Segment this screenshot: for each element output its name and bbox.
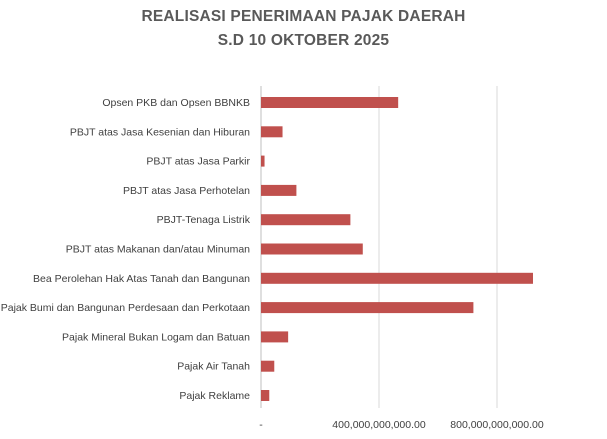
- chart-title-line1: REALISASI PENERIMAAN PAJAK DAERAH: [141, 8, 466, 25]
- bar: [261, 360, 275, 372]
- bar: [261, 184, 297, 196]
- category-label: Pajak Reklame: [179, 390, 250, 402]
- bar: [261, 331, 289, 343]
- bar: [261, 97, 399, 108]
- category-label: PBJT atas Jasa Perhotelan: [123, 185, 250, 197]
- x-tick-label: 400,000,000,000.00: [332, 419, 426, 431]
- chart-title-line2: S.D 10 OKTOBER 2025: [217, 32, 390, 49]
- bar: [261, 243, 363, 255]
- category-label: Pajak Bumi dan Bangunan Perdesaan dan Pe…: [1, 302, 250, 314]
- category-label: PBJT-Tenaga Listrik: [157, 214, 251, 226]
- x-tick-label: -: [259, 419, 263, 431]
- category-label: PBJT atas Jasa Kesenian dan Hiburan: [70, 126, 250, 138]
- category-label: Bea Perolehan Hak Atas Tanah dan Banguna…: [33, 273, 250, 285]
- x-tick-label: 800,000,000,000.00: [450, 419, 544, 431]
- category-label: Pajak Air Tanah: [177, 361, 250, 373]
- bar: [261, 390, 270, 401]
- bar: [261, 272, 533, 284]
- bar: [261, 126, 283, 138]
- bar: [261, 155, 265, 167]
- category-label: Opsen PKB dan Opsen BBNKB: [102, 97, 250, 109]
- bar: [261, 302, 474, 314]
- bar: [261, 214, 351, 226]
- category-label: Pajak Mineral Bukan Logam dan Batuan: [62, 331, 250, 343]
- category-label: PBJT atas Makanan dan/atau Minuman: [66, 244, 250, 256]
- category-label: PBJT atas Jasa Parkir: [146, 156, 250, 168]
